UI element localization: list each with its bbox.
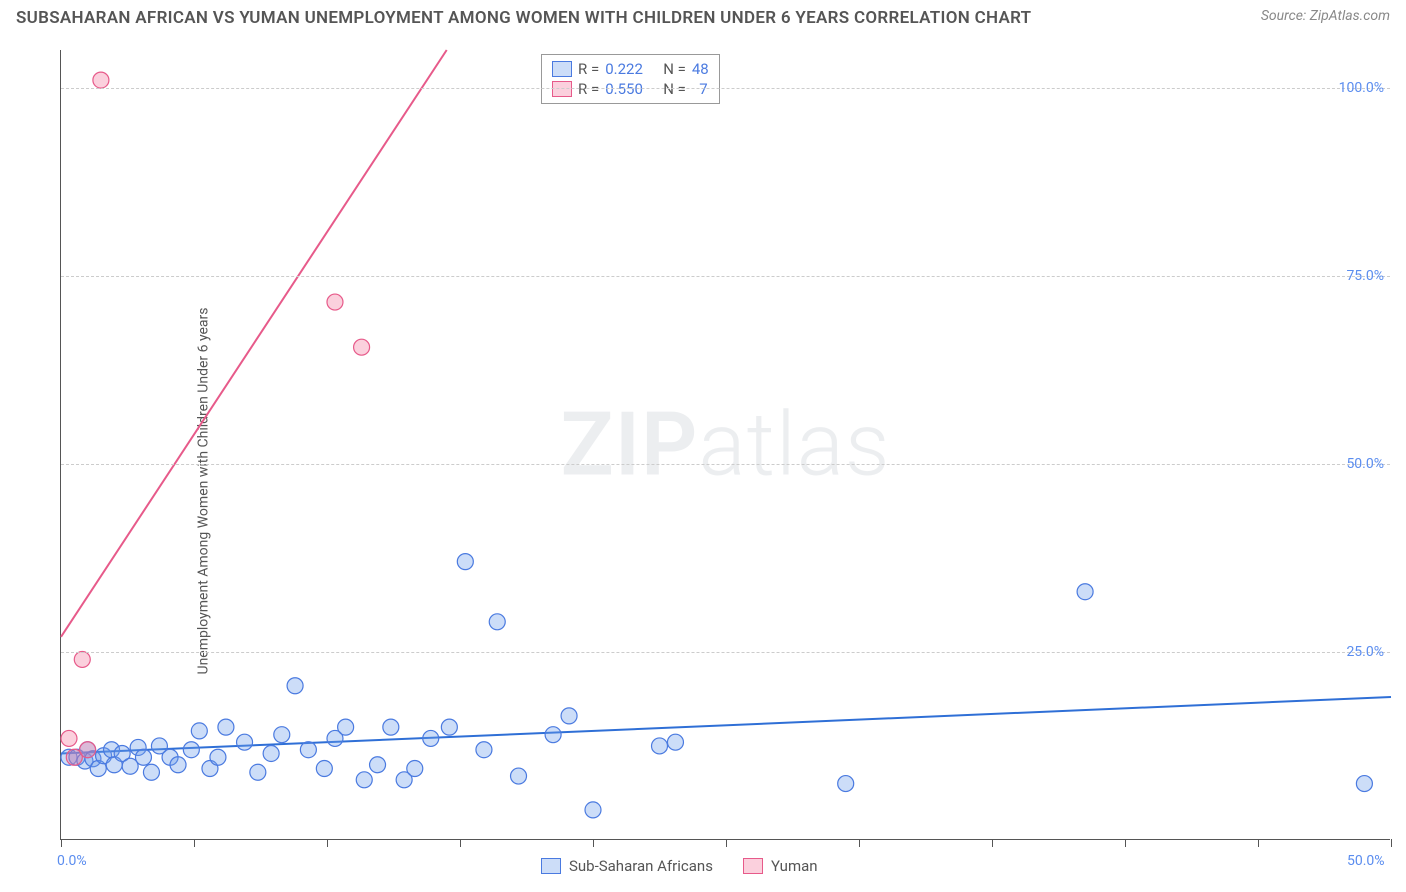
- chart-svg: [61, 50, 1390, 839]
- legend-r-label: R =: [578, 60, 599, 78]
- data-point: [511, 768, 527, 784]
- x-tick: [593, 839, 594, 847]
- x-tick: [61, 839, 62, 847]
- data-point: [183, 742, 199, 758]
- data-point: [74, 651, 90, 667]
- data-point: [316, 761, 332, 777]
- data-point: [250, 764, 266, 780]
- legend-swatch: [552, 61, 572, 77]
- y-tick-label: 25.0%: [1346, 644, 1384, 660]
- data-point: [210, 749, 226, 765]
- data-point: [135, 749, 151, 765]
- data-point: [423, 730, 439, 746]
- data-point: [327, 294, 343, 310]
- data-point: [191, 723, 207, 739]
- x-tick-label: 50.0%: [1347, 853, 1385, 869]
- data-point: [263, 745, 279, 761]
- data-point: [545, 727, 561, 743]
- data-point: [218, 719, 234, 735]
- data-point: [1077, 584, 1093, 600]
- data-point: [287, 678, 303, 694]
- regression-line: [61, 697, 1391, 753]
- legend-correlation: R = 0.222 N = 48 R = 0.550 N = 7: [541, 54, 720, 104]
- legend-r-value: 0.550: [605, 80, 657, 98]
- data-point: [407, 761, 423, 777]
- data-point: [457, 554, 473, 570]
- data-point: [585, 802, 601, 818]
- x-tick: [859, 839, 860, 847]
- data-point: [93, 72, 109, 88]
- legend-row: R = 0.550 N = 7: [552, 79, 709, 99]
- legend-n-label: N =: [663, 60, 686, 78]
- gridline: [61, 652, 1390, 653]
- regression-line: [61, 50, 447, 637]
- data-point: [838, 776, 854, 792]
- y-tick-label: 75.0%: [1346, 268, 1384, 284]
- data-point: [441, 719, 457, 735]
- data-point: [354, 339, 370, 355]
- legend-swatch: [541, 858, 561, 874]
- data-point: [383, 719, 399, 735]
- x-tick-label: 0.0%: [57, 853, 87, 869]
- legend-r-label: R =: [578, 80, 599, 98]
- x-tick: [460, 839, 461, 847]
- chart-title: SUBSAHARAN AFRICAN VS YUMAN UNEMPLOYMENT…: [16, 8, 1031, 28]
- legend-series-item: Sub-Saharan Africans: [541, 857, 713, 875]
- gridline: [61, 276, 1390, 277]
- gridline: [61, 88, 1390, 89]
- plot-area: ZIPatlas R = 0.222 N = 48 R = 0.550 N = …: [60, 50, 1390, 840]
- x-tick: [992, 839, 993, 847]
- legend-row: R = 0.222 N = 48: [552, 59, 709, 79]
- data-point: [338, 719, 354, 735]
- legend-series-item: Yuman: [743, 857, 818, 875]
- data-point: [356, 772, 372, 788]
- legend-series-label: Yuman: [771, 857, 818, 875]
- data-point: [476, 742, 492, 758]
- legend-series-label: Sub-Saharan Africans: [569, 857, 713, 875]
- data-point: [237, 734, 253, 750]
- x-tick: [327, 839, 328, 847]
- legend-n-value: 48: [692, 60, 709, 78]
- data-point: [1356, 776, 1372, 792]
- data-point: [274, 727, 290, 743]
- data-point: [80, 742, 96, 758]
- x-tick: [1125, 839, 1126, 847]
- legend-r-value: 0.222: [605, 60, 657, 78]
- data-point: [370, 757, 386, 773]
- data-point: [170, 757, 186, 773]
- gridline: [61, 464, 1390, 465]
- data-point: [61, 730, 77, 746]
- x-tick: [1391, 839, 1392, 847]
- source-label: Source: ZipAtlas.com: [1261, 8, 1390, 24]
- data-point: [561, 708, 577, 724]
- data-point: [489, 614, 505, 630]
- data-point: [300, 742, 316, 758]
- legend-n-value: 7: [692, 80, 708, 98]
- y-tick-label: 50.0%: [1346, 456, 1384, 472]
- x-tick: [1258, 839, 1259, 847]
- data-point: [667, 734, 683, 750]
- data-point: [652, 738, 668, 754]
- legend-swatch: [552, 81, 572, 97]
- y-tick-label: 100.0%: [1339, 80, 1384, 96]
- legend-series: Sub-Saharan Africans Yuman: [541, 857, 818, 875]
- x-tick: [726, 839, 727, 847]
- legend-n-label: N =: [663, 80, 686, 98]
- legend-swatch: [743, 858, 763, 874]
- x-tick: [194, 839, 195, 847]
- data-point: [143, 764, 159, 780]
